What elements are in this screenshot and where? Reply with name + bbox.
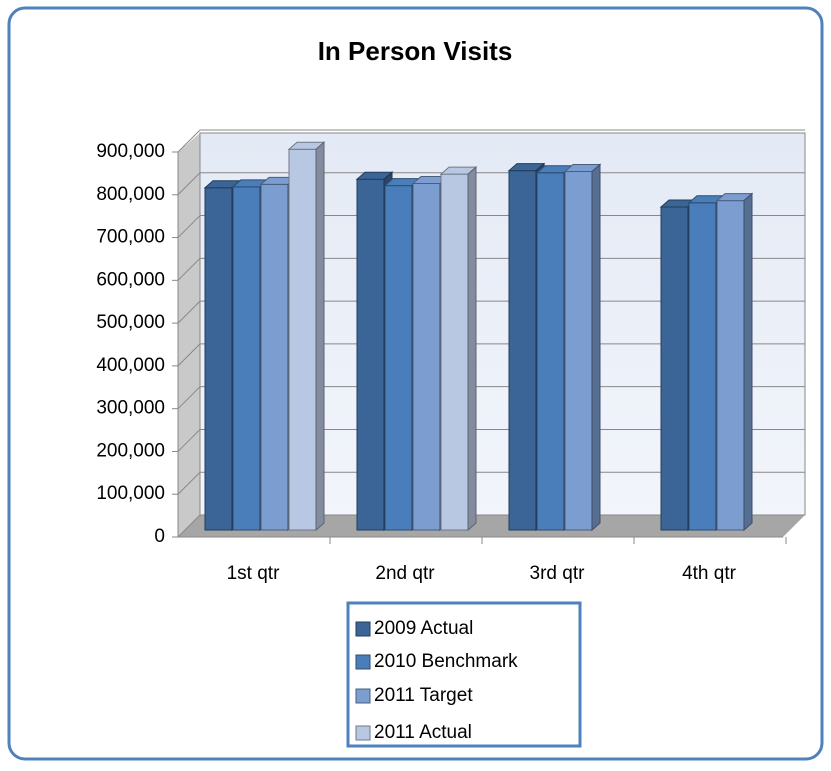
x-tick-label: 2nd qtr (375, 563, 435, 584)
y-tick-label: 0 (154, 526, 165, 547)
bar-side (467, 165, 477, 532)
floor (178, 515, 805, 537)
legend (346, 601, 582, 748)
y-tick-label: 400,000 (96, 355, 165, 376)
x-tick-label: 3rd qtr (530, 563, 586, 584)
grid-line (177, 429, 201, 452)
grid-line (177, 471, 201, 495)
legend-swatch (355, 688, 371, 704)
bar (356, 178, 385, 531)
legend-label: 2010 Benchmark (374, 651, 518, 672)
bar (288, 148, 317, 531)
bar-side (591, 163, 601, 532)
grid-line (177, 514, 201, 538)
bar-side (315, 141, 325, 532)
y-tick-label: 500,000 (96, 312, 165, 333)
y-tick-label: 900,000 (96, 141, 165, 162)
legend-swatch (355, 621, 371, 637)
legend-swatch (355, 725, 371, 741)
x-tick-label: 4th qtr (682, 563, 737, 584)
bar (412, 183, 441, 531)
bar (688, 202, 717, 531)
legend-label: 2009 Actual (374, 618, 473, 639)
grid-line (177, 386, 201, 410)
bar (508, 170, 537, 531)
x-tick-label: 1st qtr (227, 563, 280, 584)
bar (232, 186, 261, 531)
y-tick-label: 600,000 (96, 269, 165, 290)
grid-line (177, 172, 201, 196)
grid-line (177, 129, 201, 153)
side-wall (178, 133, 200, 537)
bar-side (743, 192, 753, 532)
legend-swatch (355, 654, 371, 670)
grid-line (177, 215, 201, 238)
chart-title: In Person Visits (318, 36, 513, 66)
grid-line (177, 343, 201, 367)
bar (260, 183, 289, 531)
y-tick-label: 800,000 (96, 184, 165, 205)
bar (564, 171, 593, 531)
bar (204, 187, 233, 531)
bar (384, 185, 413, 531)
grid-line (177, 300, 201, 324)
bar (440, 173, 469, 531)
y-tick-label: 700,000 (96, 227, 165, 248)
bar (716, 200, 745, 531)
grid-line (177, 257, 201, 281)
y-tick-label: 300,000 (96, 398, 165, 419)
legend-label: 2011 Target (374, 685, 473, 706)
y-tick-label: 100,000 (96, 483, 165, 504)
bar (660, 206, 689, 531)
legend-label: 2011 Actual (374, 722, 472, 743)
y-tick-label: 200,000 (96, 440, 165, 461)
bar (536, 172, 565, 531)
